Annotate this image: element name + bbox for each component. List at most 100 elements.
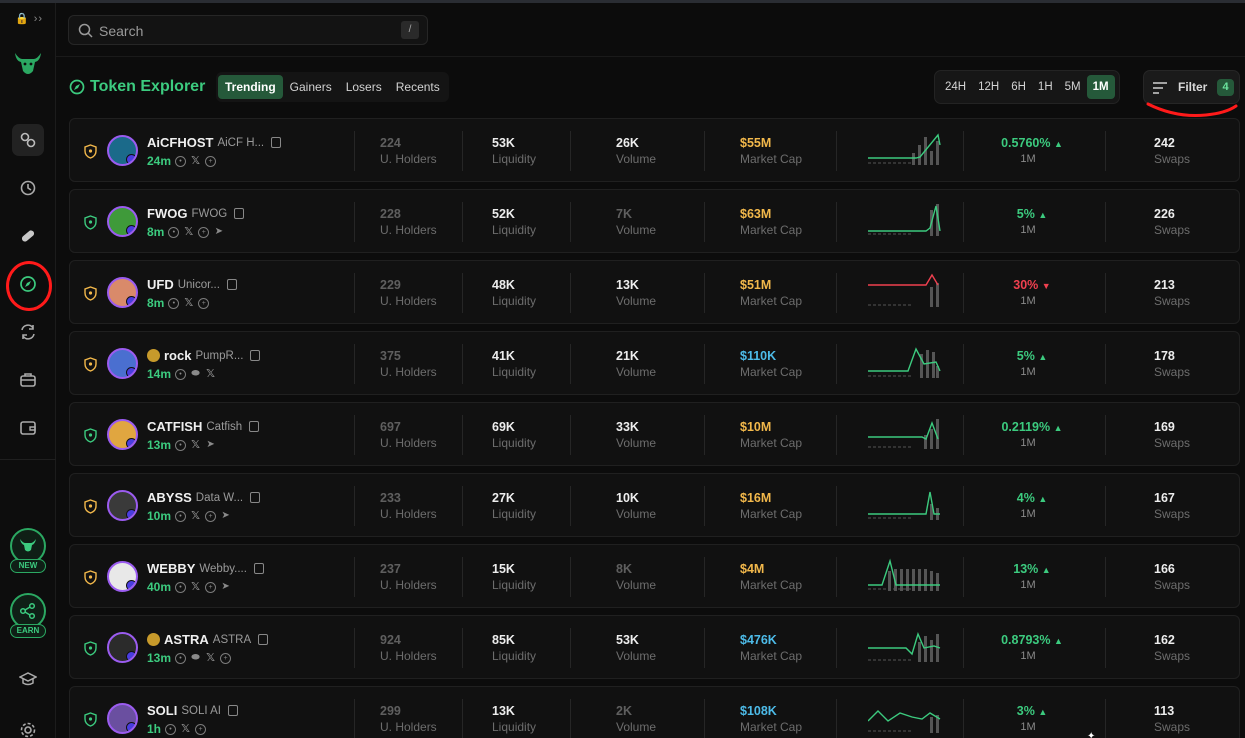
side-nav-exchange[interactable]	[12, 316, 44, 348]
token-name: Catfish	[206, 420, 243, 433]
token-title: CATFISH Catfish	[147, 419, 260, 434]
column-divider	[1105, 415, 1106, 455]
telegram-icon[interactable]: ➤	[221, 509, 230, 521]
x-social-icon[interactable]: 𝕏	[184, 296, 194, 309]
token-row[interactable]: AiCFHOST AiCF H... 24m • 𝕏 + 224 U. Holder…	[69, 118, 1240, 182]
side-nav-settings[interactable]	[12, 714, 44, 738]
side-nav-wallet[interactable]	[12, 412, 44, 444]
filter-button[interactable]: Filter 4	[1143, 70, 1240, 104]
token-symbol[interactable]: CATFISH	[147, 419, 203, 434]
x-social-icon[interactable]: 𝕏	[191, 509, 200, 522]
bull-logo-icon[interactable]	[13, 50, 43, 78]
chain-icon	[126, 225, 136, 235]
globe-icon[interactable]: +	[205, 581, 217, 593]
copy-icon[interactable]	[249, 421, 260, 432]
x-social-icon[interactable]: 𝕏	[181, 722, 190, 735]
token-symbol[interactable]: ABYSS	[147, 490, 192, 505]
token-symbol[interactable]: ASTRA	[164, 632, 209, 647]
volume-stat: 26K Volume	[616, 136, 656, 167]
copy-icon[interactable]	[226, 279, 237, 290]
token-row[interactable]: UFD Unicor... 8m • 𝕏 + 229 U. Holders 48K …	[69, 260, 1240, 324]
x-social-icon[interactable]: 𝕏	[206, 651, 215, 664]
globe-icon[interactable]: +	[195, 723, 207, 735]
volume-stat: 53K Volume	[616, 633, 656, 664]
token-row[interactable]: rock PumpR... 14m • ⬬ 𝕏 375 U. Holders 41K…	[69, 331, 1240, 395]
search-bar[interactable]: Search /	[68, 15, 428, 45]
x-social-icon[interactable]: 𝕏	[191, 438, 200, 451]
website-icon[interactable]: •	[175, 510, 187, 522]
timeframe-5m[interactable]: 5M	[1064, 81, 1081, 93]
token-row[interactable]: ASTRA ASTRA 13m • ⬬ 𝕏 + 924 U. Holders 85K …	[69, 615, 1240, 679]
tab-recents[interactable]: Recents	[395, 80, 440, 94]
token-age: 8m	[147, 225, 165, 239]
website-icon[interactable]: •	[168, 226, 180, 238]
globe-icon[interactable]: +	[205, 155, 217, 167]
shield-icon	[84, 712, 97, 727]
website-icon[interactable]: •	[168, 297, 180, 309]
telegram-icon[interactable]: ➤	[221, 580, 230, 592]
side-nav-portfolio[interactable]	[12, 364, 44, 396]
side-nav-history[interactable]	[12, 172, 44, 204]
x-social-icon[interactable]: 𝕏	[184, 225, 194, 238]
copy-icon[interactable]	[234, 208, 245, 219]
copy-icon[interactable]	[253, 563, 264, 574]
earn-button[interactable]	[10, 593, 46, 629]
globe-icon[interactable]: +	[198, 226, 210, 238]
token-symbol[interactable]: FWOG	[147, 206, 188, 221]
triangle-up-icon: ▲	[1038, 210, 1048, 220]
copy-icon[interactable]	[271, 137, 282, 148]
column-divider	[704, 273, 705, 313]
timeframe-1h[interactable]: 1H	[1037, 81, 1053, 93]
token-row[interactable]: CATFISH Catfish 13m • 𝕏 ➤ 697 U. Holders 6…	[69, 402, 1240, 466]
volume-stat: 10K Volume	[616, 491, 656, 522]
column-divider	[462, 486, 463, 526]
token-symbol[interactable]: AiCFHOST	[147, 135, 214, 150]
x-social-icon[interactable]: 𝕏	[191, 580, 200, 593]
tab-gainers[interactable]: Gainers	[289, 80, 332, 94]
website-icon[interactable]: •	[175, 652, 187, 664]
token-symbol[interactable]: rock	[164, 348, 192, 363]
volume-value: 26K	[616, 136, 639, 150]
copy-icon[interactable]	[250, 492, 261, 503]
globe-icon[interactable]: +	[220, 652, 232, 664]
token-symbol[interactable]: SOLI	[147, 703, 178, 718]
website-icon[interactable]: •	[175, 581, 187, 593]
token-symbol[interactable]: WEBBY	[147, 561, 196, 576]
sidebar-collapse-toggle[interactable]: 🔒 ››	[15, 13, 44, 25]
copy-icon[interactable]	[258, 634, 269, 645]
token-row[interactable]: WEBBY Webby.... 40m • 𝕏 + ➤ 237 U. Holders …	[69, 544, 1240, 608]
new-feature-button[interactable]	[10, 528, 46, 564]
column-divider	[963, 699, 964, 738]
website-icon[interactable]: •	[175, 368, 187, 380]
website-icon[interactable]: •	[175, 439, 187, 451]
telegram-icon[interactable]: ➤	[214, 225, 224, 237]
shield-icon	[84, 215, 97, 230]
token-name: ASTRA	[212, 633, 252, 646]
copy-icon[interactable]	[250, 350, 261, 361]
telegram-icon[interactable]: ➤	[206, 438, 215, 450]
website-icon[interactable]: •	[165, 723, 177, 735]
market-cap-label: Market Cap	[740, 507, 803, 521]
token-row[interactable]: FWOG FWOG 8m • 𝕏 + ➤ 228 U. Holders 52K Liq…	[69, 189, 1240, 253]
side-nav-swap-links[interactable]	[12, 124, 44, 156]
search-input[interactable]: Search	[99, 23, 144, 39]
globe-icon[interactable]: +	[198, 297, 210, 309]
tab-trending[interactable]: Trending	[218, 75, 283, 99]
timeframe-12h[interactable]: 12H	[978, 81, 1000, 93]
timeframe-24h[interactable]: 24H	[945, 81, 967, 93]
timeframe-1m[interactable]: 1M	[1086, 75, 1115, 99]
token-symbol[interactable]: UFD	[147, 277, 174, 292]
tab-losers[interactable]: Losers	[345, 80, 382, 94]
side-nav-pill[interactable]	[12, 220, 44, 252]
globe-icon[interactable]: +	[205, 510, 217, 522]
copy-icon[interactable]	[227, 705, 238, 716]
token-row[interactable]: SOLI SOLI AI 1h • 𝕏 + 299 U. Holders 13K L…	[69, 686, 1240, 738]
side-nav-learn[interactable]	[12, 663, 44, 695]
shield-icon	[84, 286, 97, 301]
token-row[interactable]: ABYSS Data W... 10m • 𝕏 + ➤ 233 U. Holders …	[69, 473, 1240, 537]
x-social-icon[interactable]: 𝕏	[206, 367, 215, 380]
timeframe-6h[interactable]: 6H	[1011, 81, 1026, 93]
website-icon[interactable]: •	[175, 155, 187, 167]
x-social-icon[interactable]: 𝕏	[191, 154, 200, 167]
swaps-label: Swaps	[1154, 507, 1191, 521]
